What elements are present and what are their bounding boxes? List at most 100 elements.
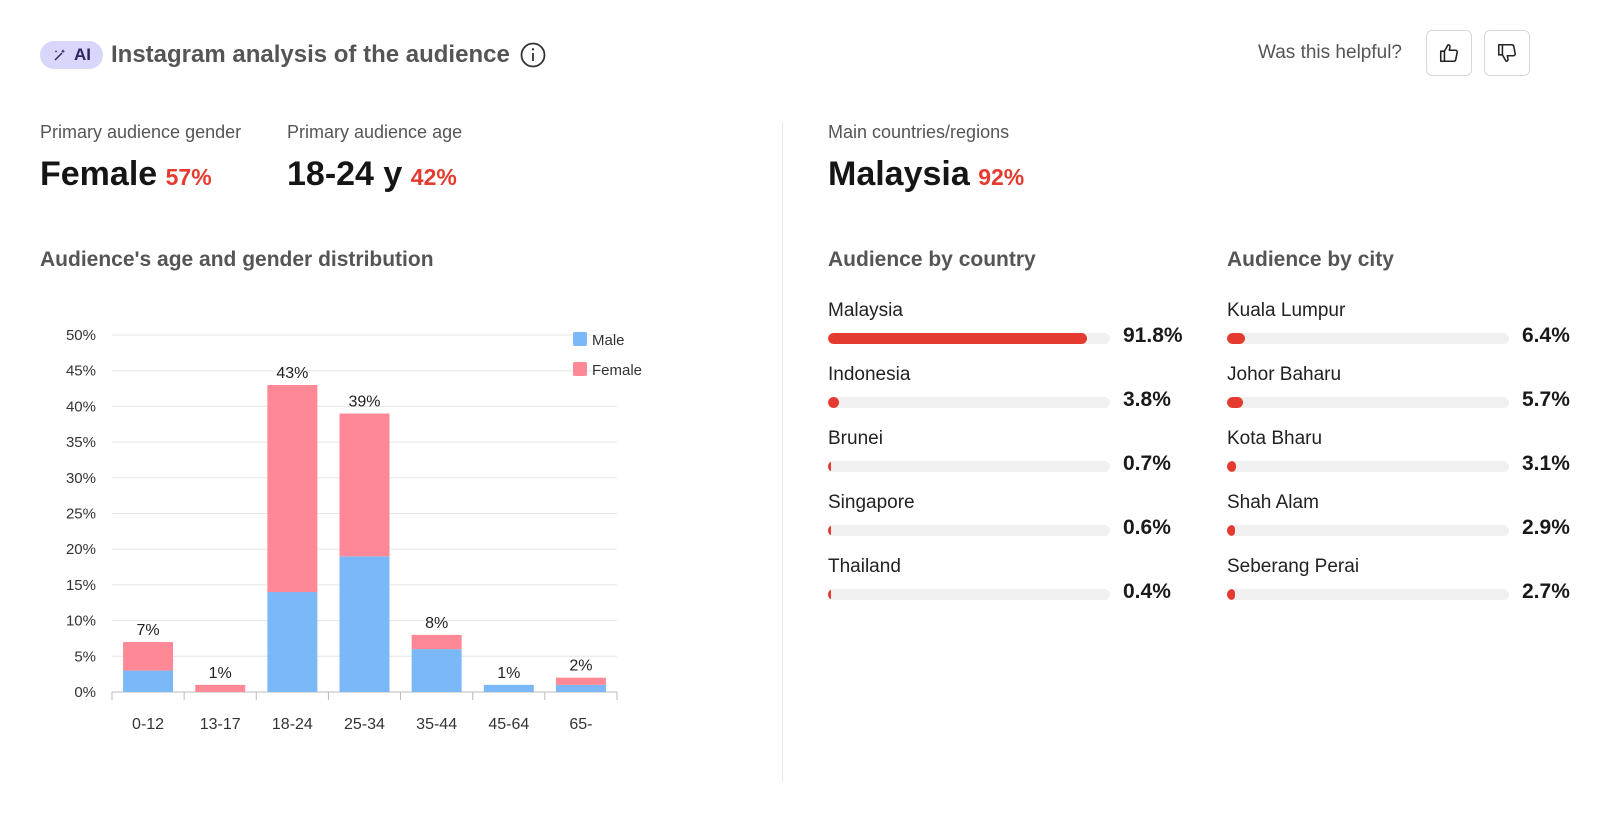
ai-badge: AI	[40, 41, 103, 69]
city-bar-track	[1227, 589, 1509, 600]
x-tick-label: 0-12	[132, 716, 164, 733]
bar-total-label: 43%	[276, 365, 308, 382]
stat-age-value: 18-24 y	[287, 155, 403, 193]
bar-male-65-	[555, 684, 606, 692]
city-bar-fill	[1227, 589, 1235, 600]
thumbs-down-icon	[1497, 43, 1516, 63]
y-tick-label: 35%	[66, 434, 96, 451]
city-name: Johor Baharu	[1227, 364, 1342, 385]
city-row: Shah Alam 2.9%	[1227, 492, 1587, 556]
bar-female-0-12	[123, 642, 174, 671]
stat-age-percent: 42%	[410, 164, 457, 190]
country-name: Malaysia	[828, 300, 903, 321]
city-row: Seberang Perai 2.7%	[1227, 556, 1587, 620]
country-bar-track	[828, 589, 1110, 600]
country-bar-fill	[828, 589, 831, 600]
bar-male-35-44	[411, 649, 462, 692]
bar-male-25-34	[339, 556, 390, 692]
stat-country-value: Malaysia	[828, 155, 970, 193]
bar-male-0-12	[123, 670, 174, 692]
city-percent: 5.7%	[1522, 388, 1570, 411]
y-tick-label: 15%	[66, 577, 96, 594]
helpful-label: Was this helpful?	[1258, 42, 1402, 63]
city-bar-track	[1227, 333, 1509, 344]
country-row: Malaysia 91.8%	[828, 300, 1188, 364]
country-bar-fill	[828, 397, 839, 408]
y-tick-label: 25%	[66, 506, 96, 523]
bar-male-45-64	[483, 684, 534, 692]
legend-swatch-male	[573, 332, 587, 346]
city-name: Seberang Perai	[1227, 556, 1360, 577]
x-tick-label: 18-24	[272, 716, 313, 733]
city-bar-track	[1227, 525, 1509, 536]
bar-female-25-34	[339, 413, 390, 557]
panel-header: AI Instagram analysis of the audience	[40, 38, 546, 72]
y-tick-label: 5%	[74, 648, 96, 665]
thumbs-up-icon	[1439, 43, 1458, 63]
country-bar-track	[828, 333, 1110, 344]
ai-badge-label: AI	[74, 45, 91, 64]
city-bar-fill	[1227, 333, 1246, 344]
country-percent: 0.4%	[1123, 580, 1171, 603]
stat-gender-label: Primary audience gender	[40, 122, 242, 142]
city-bar-fill	[1227, 397, 1244, 408]
country-row: Thailand 0.4%	[828, 556, 1188, 620]
country-bar-fill	[828, 461, 831, 472]
bar-female-35-44	[411, 634, 462, 650]
bar-female-65-	[555, 677, 606, 685]
bar-total-label: 8%	[425, 615, 448, 632]
stat-gender-percent: 57%	[165, 164, 212, 190]
age-gender-section-title: Audience's age and gender distribution	[40, 248, 434, 271]
city-percent: 3.1%	[1522, 452, 1570, 475]
info-icon[interactable]	[520, 42, 546, 68]
city-name: Kuala Lumpur	[1227, 300, 1346, 321]
bar-total-label: 7%	[137, 622, 160, 639]
city-percent: 6.4%	[1522, 324, 1570, 347]
city-list: Kuala Lumpur 6.4% Johor Baharu 5.7% Kota Bha…	[1227, 300, 1587, 620]
x-tick-label: 65-	[569, 716, 592, 733]
country-section-title: Audience by country	[828, 248, 1036, 271]
thumbs-down-button[interactable]	[1484, 30, 1530, 76]
country-row: Brunei 0.7%	[828, 428, 1188, 492]
city-name: Kota Bharu	[1227, 428, 1323, 449]
city-row: Kota Bharu 3.1%	[1227, 428, 1587, 492]
y-tick-label: 40%	[66, 398, 96, 415]
country-percent: 0.7%	[1123, 452, 1171, 475]
country-bar-track	[828, 525, 1110, 536]
y-tick-label: 0%	[74, 684, 96, 701]
panel-title: Instagram analysis of the audience	[111, 41, 510, 68]
country-name: Thailand	[828, 556, 901, 577]
y-tick-label: 50%	[66, 327, 96, 344]
column-divider	[782, 122, 783, 782]
bar-female-13-17	[195, 684, 246, 692]
x-tick-label: 35-44	[416, 716, 457, 733]
city-percent: 2.9%	[1522, 516, 1570, 539]
bar-male-18-24	[267, 592, 318, 692]
city-bar-track	[1227, 461, 1509, 472]
bar-total-label: 39%	[348, 394, 380, 411]
stat-country-percent: 92%	[978, 164, 1025, 190]
country-bar-fill	[828, 525, 831, 536]
thumbs-up-button[interactable]	[1426, 30, 1472, 76]
legend-label-female: Female	[592, 362, 642, 379]
city-percent: 2.7%	[1522, 580, 1570, 603]
age-gender-chart: 0% 5% 10% 15% 20% 25% 30% 35% 40% 45% 50% 7% 0-12 1% 1…	[66, 327, 642, 733]
country-row: Indonesia 3.8%	[828, 364, 1188, 428]
bar-total-label: 1%	[209, 665, 232, 682]
legend-swatch-female	[573, 362, 587, 376]
city-bar-fill	[1227, 461, 1236, 472]
country-percent: 3.8%	[1123, 388, 1171, 411]
country-bar-track	[828, 397, 1110, 408]
magic-wand-icon	[54, 49, 66, 61]
y-tick-label: 30%	[66, 470, 96, 487]
x-tick-label: 25-34	[344, 716, 385, 733]
stat-country: Main countries/regions Malaysia 92%	[828, 122, 1024, 194]
x-tick-label: 45-64	[488, 716, 529, 733]
bar-total-label: 1%	[497, 665, 520, 682]
country-name: Singapore	[828, 492, 915, 513]
city-row: Johor Baharu 5.7%	[1227, 364, 1587, 428]
legend-label-male: Male	[592, 332, 625, 349]
country-bar-fill	[828, 333, 1087, 344]
country-row: Singapore 0.6%	[828, 492, 1188, 556]
country-percent: 91.8%	[1123, 324, 1183, 347]
